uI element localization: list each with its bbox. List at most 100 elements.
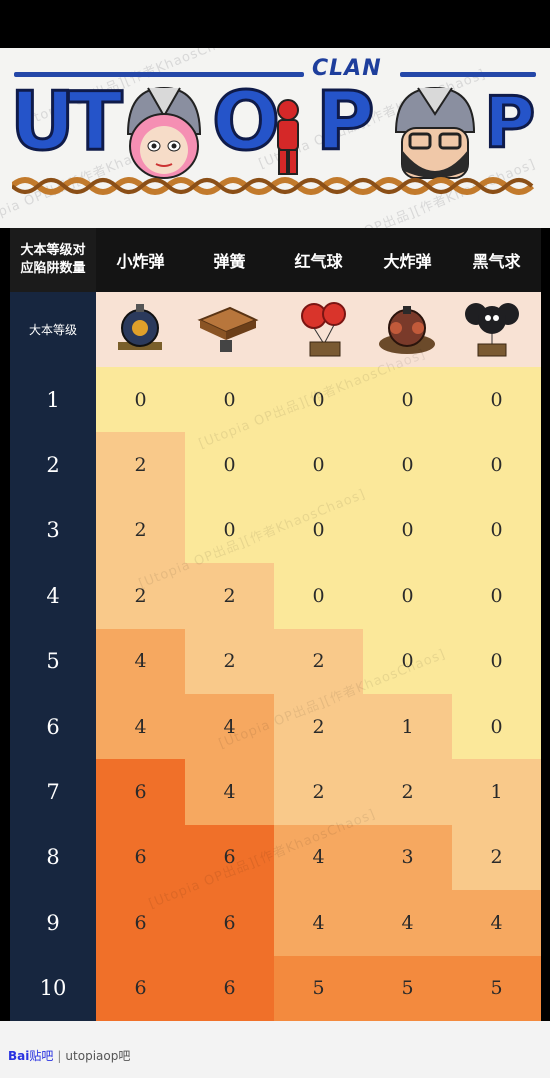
level-column: 大本等级 xyxy=(10,292,96,1021)
level-label: 4 xyxy=(46,583,60,608)
top-bar xyxy=(0,0,550,48)
table-cell: 0 xyxy=(312,388,325,411)
column-header-spring-trap: 弹簧 xyxy=(213,252,246,271)
level-label: 5 xyxy=(46,649,60,674)
separator: | xyxy=(57,1049,62,1063)
rope-decoration-icon xyxy=(12,177,535,195)
table-cell: 1 xyxy=(490,781,503,804)
table-cell: 4 xyxy=(401,911,414,934)
clan-label: CLAN xyxy=(312,56,382,81)
cell-shade xyxy=(96,497,185,564)
footer: Bai贴吧 | utopiaop吧 xyxy=(0,1021,550,1078)
corner-header: 大本等级对应陷阱数量 xyxy=(10,228,96,292)
column-header-giant-bomb: 大炸弹 xyxy=(383,252,432,271)
table-cell: 0 xyxy=(490,454,503,477)
logo-letter: U xyxy=(9,75,77,168)
table-cell: 0 xyxy=(490,388,503,411)
cell-shade xyxy=(452,955,541,1022)
table-cell: 5 xyxy=(401,977,414,1000)
small-bomb-icon xyxy=(118,304,162,350)
table-cell: 2 xyxy=(312,781,325,804)
table-cell: 6 xyxy=(134,977,147,1000)
table-cell: 0 xyxy=(223,388,236,411)
cell-shade xyxy=(185,955,274,1022)
level-label: 1 xyxy=(46,387,60,412)
table-cell: 2 xyxy=(312,650,325,673)
column-header-small-bomb: 小炸弹 xyxy=(116,252,165,271)
banner-line xyxy=(400,72,536,77)
helmet-beard-face-icon xyxy=(394,86,476,179)
table-cell: 1 xyxy=(401,715,414,738)
corner-header-line: 大本等级对 xyxy=(20,243,86,258)
table-cell: 0 xyxy=(223,519,236,542)
table-cell: 6 xyxy=(223,977,236,1000)
cell-shade xyxy=(363,759,452,826)
table-cell: 4 xyxy=(223,715,236,738)
clan-banner: [Utopia OP出品][作者KhaosChaos] [Utopia OP出品… xyxy=(0,48,550,228)
table-cell: 4 xyxy=(134,650,147,673)
table-cell: 2 xyxy=(223,584,236,607)
cell-shade xyxy=(185,694,274,760)
cell-shade xyxy=(185,890,274,957)
table-cell: 0 xyxy=(401,584,414,607)
table-cell: 5 xyxy=(490,977,503,1000)
column-header-seeking-air-mine: 黑气求 xyxy=(472,252,521,271)
tieba-logo: 贴吧 xyxy=(29,1049,54,1063)
table-cell: 2 xyxy=(223,650,236,673)
table-cell: 0 xyxy=(312,519,325,542)
footer-brand: Bai贴吧 | utopiaop吧 xyxy=(8,1047,130,1064)
table-cell: 0 xyxy=(490,584,503,607)
table-cell: 0 xyxy=(312,584,325,607)
trap-count-table: 大本等级对应陷阱数量 小炸弹 弹簧 红气球 大炸弹 黑气求 xyxy=(10,228,541,1022)
cell-shade xyxy=(96,759,185,826)
table-cell: 0 xyxy=(490,715,503,738)
table-cell: 0 xyxy=(401,388,414,411)
table-cell: 0 xyxy=(490,650,503,673)
cell-shade xyxy=(96,563,185,630)
table-cell: 2 xyxy=(401,781,414,804)
table-cell: 6 xyxy=(223,911,236,934)
logo-letter: T xyxy=(67,75,125,168)
table-cell: 0 xyxy=(401,650,414,673)
cell-shade xyxy=(274,890,363,957)
cell-shade xyxy=(96,955,185,1022)
cell-shade xyxy=(363,955,452,1022)
helmet-girl-face-icon xyxy=(126,86,202,179)
cell-shade xyxy=(363,890,452,957)
level-label: 10 xyxy=(39,976,67,1001)
forum-name[interactable]: utopiaop吧 xyxy=(65,1049,131,1063)
cell-shade xyxy=(185,759,274,826)
table-cell: 0 xyxy=(134,388,147,411)
cell-shade xyxy=(363,694,452,760)
baidu-logo: Bai xyxy=(8,1049,30,1063)
table-cell: 0 xyxy=(223,454,236,477)
cell-shade xyxy=(185,824,274,891)
corner-header-line: 应陷阱数量 xyxy=(20,261,86,276)
level-label: 9 xyxy=(46,910,60,935)
table-cell: 6 xyxy=(134,781,147,804)
level-label: 6 xyxy=(46,714,60,739)
cell-shade xyxy=(274,824,363,891)
level-label: 7 xyxy=(46,780,60,805)
logo-letter: O xyxy=(210,75,281,168)
table-cell: 2 xyxy=(490,846,503,869)
table-cell: 2 xyxy=(134,519,147,542)
cell-shade xyxy=(96,432,185,499)
table-cell: 6 xyxy=(134,911,147,934)
icon-row-label: 大本等级 xyxy=(28,323,77,337)
cell-shade xyxy=(274,694,363,760)
table-cell: 2 xyxy=(312,715,325,738)
cell-shade xyxy=(185,563,274,630)
logo-letter: P xyxy=(315,75,377,168)
table-cell: 6 xyxy=(134,846,147,869)
level-label: 3 xyxy=(46,518,60,543)
cell-shade xyxy=(452,824,541,891)
cell-shade xyxy=(452,890,541,957)
table-cell: 0 xyxy=(490,519,503,542)
table-cell: 0 xyxy=(401,454,414,477)
cell-shade xyxy=(185,628,274,695)
ninja-figure-icon xyxy=(277,99,299,175)
table-cell: 6 xyxy=(223,846,236,869)
column-header-air-bomb: 红气球 xyxy=(294,252,343,271)
